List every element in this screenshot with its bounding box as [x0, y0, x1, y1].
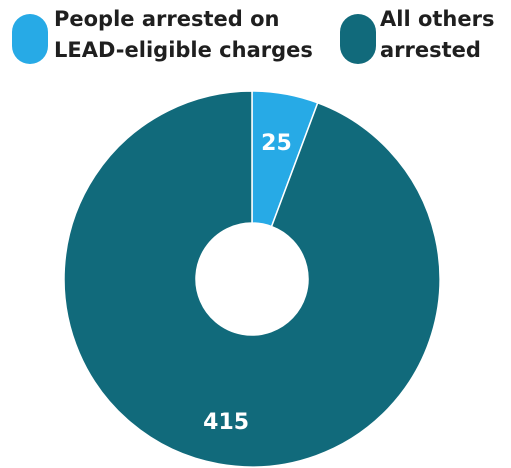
legend-label-all-others: All others arrested	[380, 7, 495, 62]
legend-swatch-lead-eligible	[12, 14, 48, 64]
data-label-all-others: 415	[203, 410, 249, 435]
legend-swatch-all-others	[340, 14, 376, 64]
legend-label-lead-eligible: People arrested on LEAD-eligible charges	[54, 7, 313, 62]
slice-all-others	[63, 90, 441, 468]
data-label-lead-eligible: 25	[261, 131, 292, 156]
chart-legend: People arrested on LEAD-eligible charges…	[0, 0, 511, 80]
